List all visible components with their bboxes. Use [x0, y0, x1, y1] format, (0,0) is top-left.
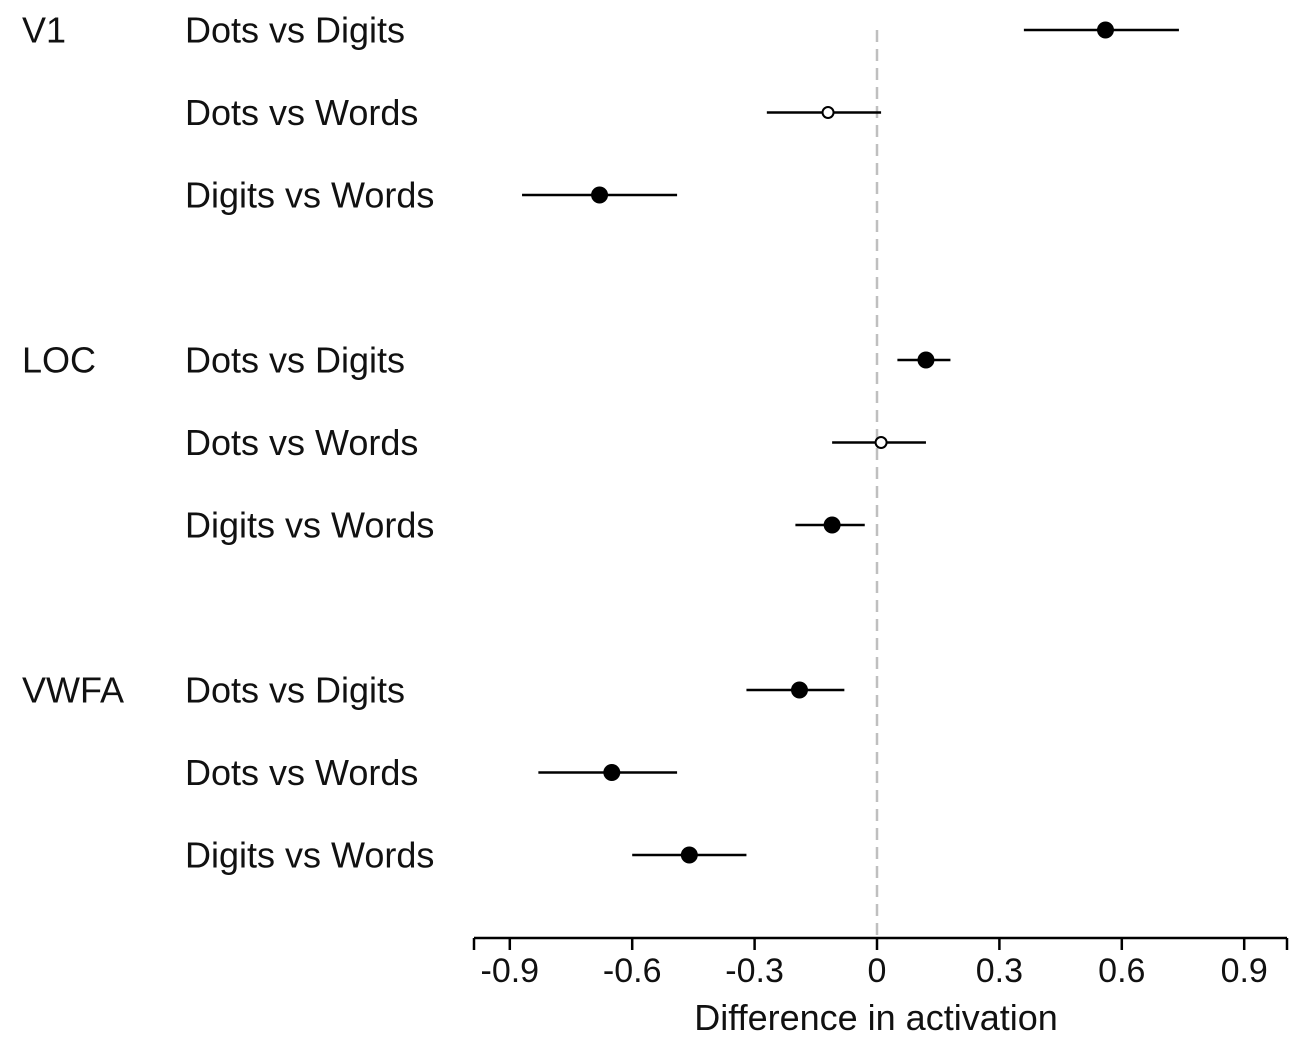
region-label: LOC [22, 340, 96, 381]
rows-layer: V1 Dots vs Digits Dots vs Words Digits vs W… [22, 10, 1179, 876]
row-label: Dots vs Digits [185, 670, 405, 711]
point-estimate-filled [591, 186, 609, 204]
row-label: Dots vs Words [185, 752, 418, 793]
row-label: Dots vs Words [185, 92, 418, 133]
x-tick-label: 0.6 [1098, 952, 1145, 990]
point-estimate-filled [1096, 21, 1114, 39]
row-label: Digits vs Words [185, 175, 434, 216]
row-label: Dots vs Digits [185, 340, 405, 381]
x-tick-label: 0 [868, 952, 887, 990]
row-label: Dots vs Words [185, 422, 418, 463]
point-estimate-filled [917, 351, 935, 369]
region-label: V1 [22, 10, 66, 51]
x-tick-label: 0.9 [1221, 952, 1268, 990]
point-estimate-open [821, 106, 835, 119]
row-label: Digits vs Words [185, 835, 434, 876]
region-label: VWFA [22, 670, 124, 711]
x-tick-label: -0.9 [481, 952, 540, 990]
x-tick-label: -0.3 [725, 952, 784, 990]
x-tick-label: -0.6 [603, 952, 662, 990]
x-axis-title: Difference in activation [694, 997, 1058, 1038]
row-label: Digits vs Words [185, 505, 434, 546]
x-tick-label: 0.3 [976, 952, 1023, 990]
point-estimate-filled [790, 681, 808, 699]
point-estimate-open [874, 436, 888, 449]
point-estimate-filled [823, 516, 841, 534]
x-axis: -0.9 -0.6 -0.3 0 0.3 0.6 0.9 [472, 936, 1289, 990]
point-estimate-filled [680, 846, 698, 864]
row-label: Dots vs Digits [185, 10, 405, 51]
point-estimate-filled [603, 764, 621, 781]
